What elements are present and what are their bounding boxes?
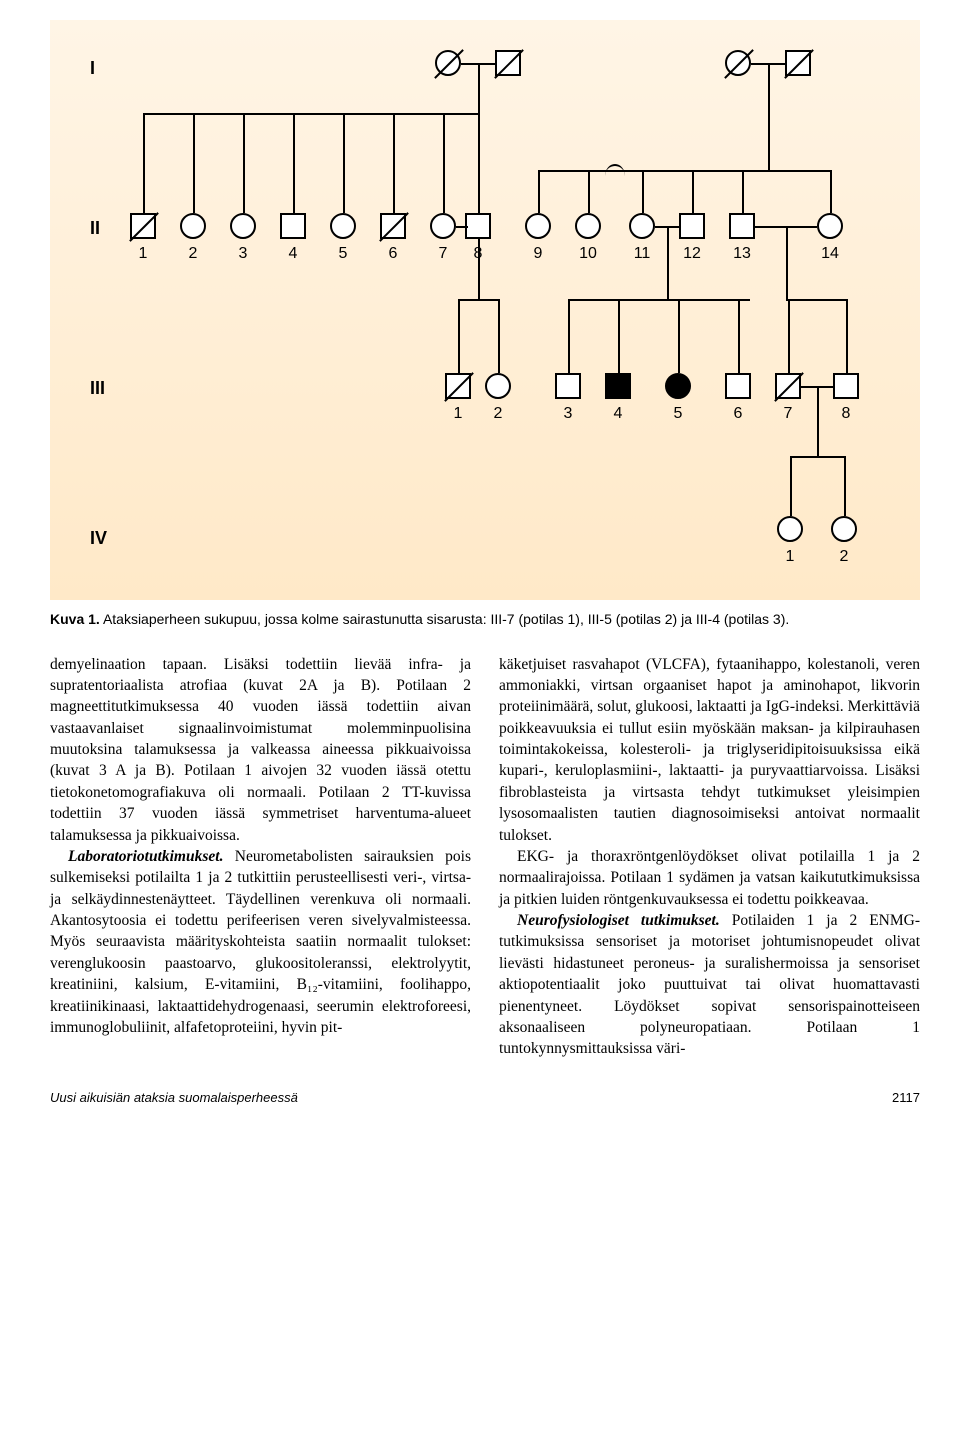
II-13 <box>729 213 755 239</box>
IV-2 <box>831 516 857 542</box>
gen-label-3: III <box>90 378 105 399</box>
caption-label: Kuva 1. <box>50 611 100 627</box>
II-3 <box>230 213 256 239</box>
II-8 <box>465 213 491 239</box>
figure-caption: Kuva 1. Ataksiaperheen sukupuu, jossa ko… <box>50 610 920 630</box>
II-1 <box>130 213 156 239</box>
IV-1 <box>777 516 803 542</box>
col1-para2: Laboratoriotutkimukset. Neurometaboliste… <box>50 846 471 1038</box>
body-columns: demyelinaation tapaan. Lisäksi todettiin… <box>0 654 960 1060</box>
gen-label-2: II <box>90 218 100 239</box>
II-7 <box>430 213 456 239</box>
crossing-arc <box>605 164 625 176</box>
column-left: demyelinaation tapaan. Lisäksi todettiin… <box>50 654 471 1060</box>
III-1 <box>445 373 471 399</box>
III-3 <box>555 373 581 399</box>
II-11 <box>629 213 655 239</box>
I-female-1 <box>435 50 461 76</box>
pedigree-diagram: I II III IV <box>90 50 880 580</box>
lab-heading: Laboratoriotutkimukset. <box>68 848 223 865</box>
III-6 <box>725 373 751 399</box>
II-9 <box>525 213 551 239</box>
footer-page-number: 2117 <box>892 1090 920 1105</box>
I-male-2 <box>785 50 811 76</box>
gen-label-4: IV <box>90 528 107 549</box>
page-footer: Uusi aikuisiän ataksia suomalaisperheess… <box>0 1060 960 1125</box>
II-12 <box>679 213 705 239</box>
III-5 <box>665 373 691 399</box>
col2-para3: Neurofysiologiset tutkimukset. Potilaide… <box>499 910 920 1060</box>
col2-para2: EKG- ja thoraxröntgenlöydökset olivat po… <box>499 846 920 910</box>
column-right: käketjuiset rasvahapot (VLCFA), fytaanih… <box>499 654 920 1060</box>
II-14 <box>817 213 843 239</box>
II-6 <box>380 213 406 239</box>
II-4 <box>280 213 306 239</box>
III-4 <box>605 373 631 399</box>
II-5 <box>330 213 356 239</box>
II-10 <box>575 213 601 239</box>
II-2 <box>180 213 206 239</box>
neuro-heading: Neurofysiologiset tutkimukset. <box>517 912 720 929</box>
pedigree-figure: I II III IV <box>50 20 920 600</box>
III-7 <box>775 373 801 399</box>
III-8 <box>833 373 859 399</box>
gen-label-1: I <box>90 58 95 79</box>
I-male-1 <box>495 50 521 76</box>
col2-para1: käketjuiset rasvahapot (VLCFA), fytaanih… <box>499 654 920 846</box>
I-female-2 <box>725 50 751 76</box>
III-2 <box>485 373 511 399</box>
caption-text: Ataksiaperheen sukupuu, jossa kolme sair… <box>103 611 789 627</box>
footer-running-head: Uusi aikuisiän ataksia suomalaisperheess… <box>50 1090 298 1105</box>
col1-para1: demyelinaation tapaan. Lisäksi todettiin… <box>50 654 471 846</box>
